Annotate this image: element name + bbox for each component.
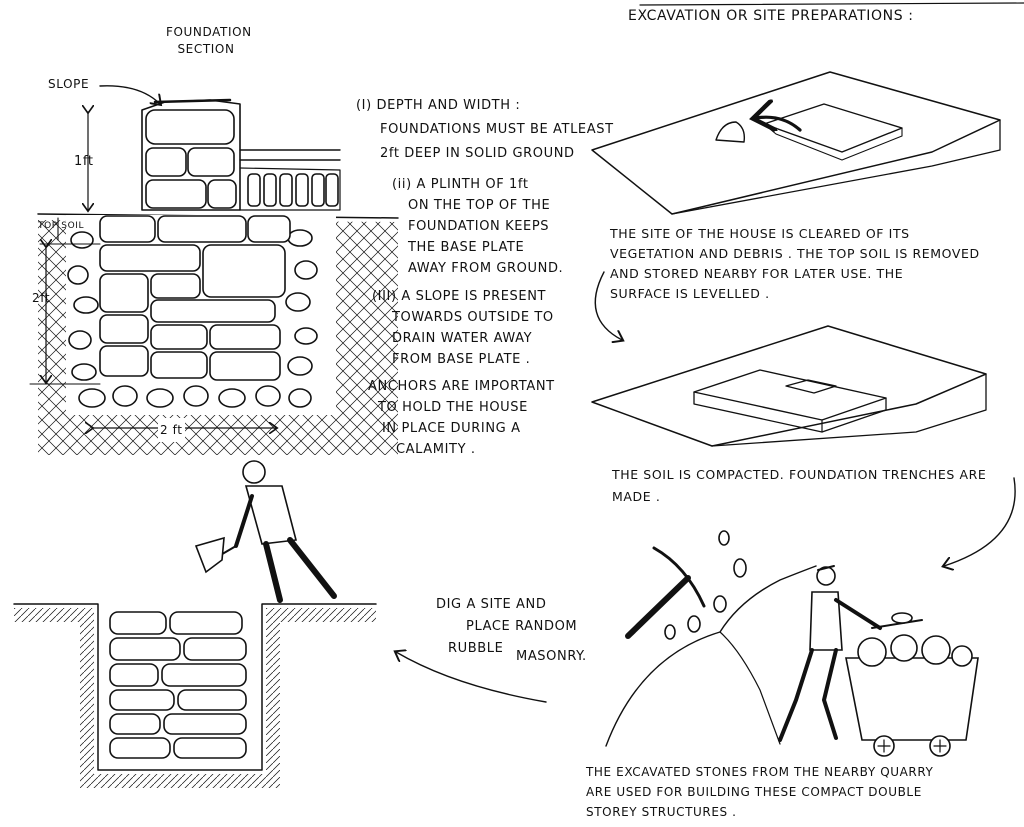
plinth-height-label: 1ft [74, 154, 94, 169]
title-line: FOUNDATION [166, 25, 252, 39]
note-line: FROM BASE PLATE . [392, 352, 531, 367]
note-line: FOUNDATION KEEPS [408, 219, 550, 234]
flow-arrow-2 [944, 477, 1016, 566]
slope-label: SLOPE [48, 77, 90, 91]
step-line: STOREY STRUCTURES . [586, 805, 737, 819]
step-site-cleared: THE SITE OF THE HOUSE IS CLEARED OF ITS … [610, 224, 980, 304]
note-line: FOUNDATIONS MUST BE ATLEAST [380, 122, 614, 137]
note-line: TO HOLD THE HOUSE [378, 400, 528, 415]
step-line: SURFACE IS LEVELLED . [610, 286, 770, 301]
quarry-worker-figure [778, 565, 882, 742]
note-line: THE BASE PLATE [408, 240, 525, 255]
plinth-stones [141, 98, 241, 211]
note-line: TOWARDS OUTSIDE TO [392, 310, 554, 325]
title-line: SECTION [177, 42, 235, 56]
note-line: ANCHORS ARE IMPORTANT [368, 379, 555, 394]
quarry-drawing [605, 530, 979, 757]
note-line: DRAIN WATER AWAY [392, 331, 533, 346]
page-title: EXCAVATION OR SITE PREPARATIONS : [628, 8, 914, 24]
step-dig-site: DIG A SITE AND PLACE RANDOM RUBBLE MASON… [436, 594, 587, 668]
rubble-trench-drawing [13, 460, 377, 788]
step-line: ARE USED FOR BUILDING THESE COMPACT DOUB… [586, 785, 922, 799]
note-line: (ii) A PLINTH OF 1ft [392, 177, 529, 192]
step-line: MASONRY. [516, 649, 587, 664]
note-line: IN PLACE DURING A [382, 421, 521, 436]
note-depth-width: (i) DEPTH AND WIDTH : FOUNDATIONS MUST B… [356, 94, 614, 166]
rock [713, 595, 727, 613]
rock [687, 615, 701, 633]
step-line: THE SOIL IS COMPACTED. FOUNDATION TRENCH… [612, 467, 987, 482]
note-slope: (iii) A SLOPE IS PRESENT TOWARDS OUTSIDE… [372, 286, 554, 370]
trench-stones [109, 611, 247, 759]
foundation-section-drawing [29, 85, 399, 455]
top-soil-label: TOP SOIL [38, 221, 85, 231]
note-plinth: (ii) A PLINTH OF 1ft ON THE TOP OF THE F… [392, 174, 563, 279]
site-cleared-drawing [591, 71, 1001, 215]
foundation-section-title: FOUNDATION SECTION [166, 24, 252, 58]
step-line: RUBBLE [448, 641, 504, 656]
rock [718, 530, 730, 546]
step-line: VEGETATION AND DEBRIS . THE TOP SOIL IS … [610, 246, 980, 261]
step-line: THE SITE OF THE HOUSE IS CLEARED OF ITS [610, 226, 910, 241]
digging-worker-figure [194, 460, 337, 603]
note-anchors: ANCHORS ARE IMPORTANT TO HOLD THE HOUSE … [368, 376, 555, 460]
step-quarry: THE EXCAVATED STONES FROM THE NEARBY QUA… [586, 762, 933, 822]
step-line: DIG A SITE AND [436, 597, 547, 612]
rock [664, 624, 676, 640]
soil-compacted-drawing [591, 325, 987, 447]
stone-cart [845, 634, 979, 757]
step-soil-compacted: THE SOIL IS COMPACTED. FOUNDATION TRENCH… [612, 464, 986, 508]
header-rule [639, 2, 1024, 6]
base-plate [239, 149, 341, 211]
depth-label: 2ft [32, 291, 51, 305]
step-line: AND STORED NEARBY FOR LATER USE. THE [610, 266, 904, 281]
note-line: AWAY FROM GROUND. [408, 261, 564, 276]
step-line: THE EXCAVATED STONES FROM THE NEARBY QUA… [586, 765, 934, 779]
step-line: MADE . [612, 489, 661, 504]
note-line: 2ft DEEP IN SOLID GROUND [380, 146, 575, 161]
flow-arrow-3 [396, 652, 547, 703]
step-line: PLACE RANDOM [466, 619, 578, 634]
note-line: ON THE TOP OF THE [408, 198, 551, 213]
note-line: CALAMITY . [396, 442, 476, 457]
rubble-pebbles [67, 229, 318, 408]
foundation-stones [99, 215, 291, 381]
note-line: (iii) A SLOPE IS PRESENT [372, 289, 547, 304]
rock [733, 558, 747, 578]
flow-arrow-1 [594, 271, 622, 340]
width-label: 2 ft [158, 418, 185, 442]
note-line: (i) DEPTH AND WIDTH : [356, 98, 521, 113]
